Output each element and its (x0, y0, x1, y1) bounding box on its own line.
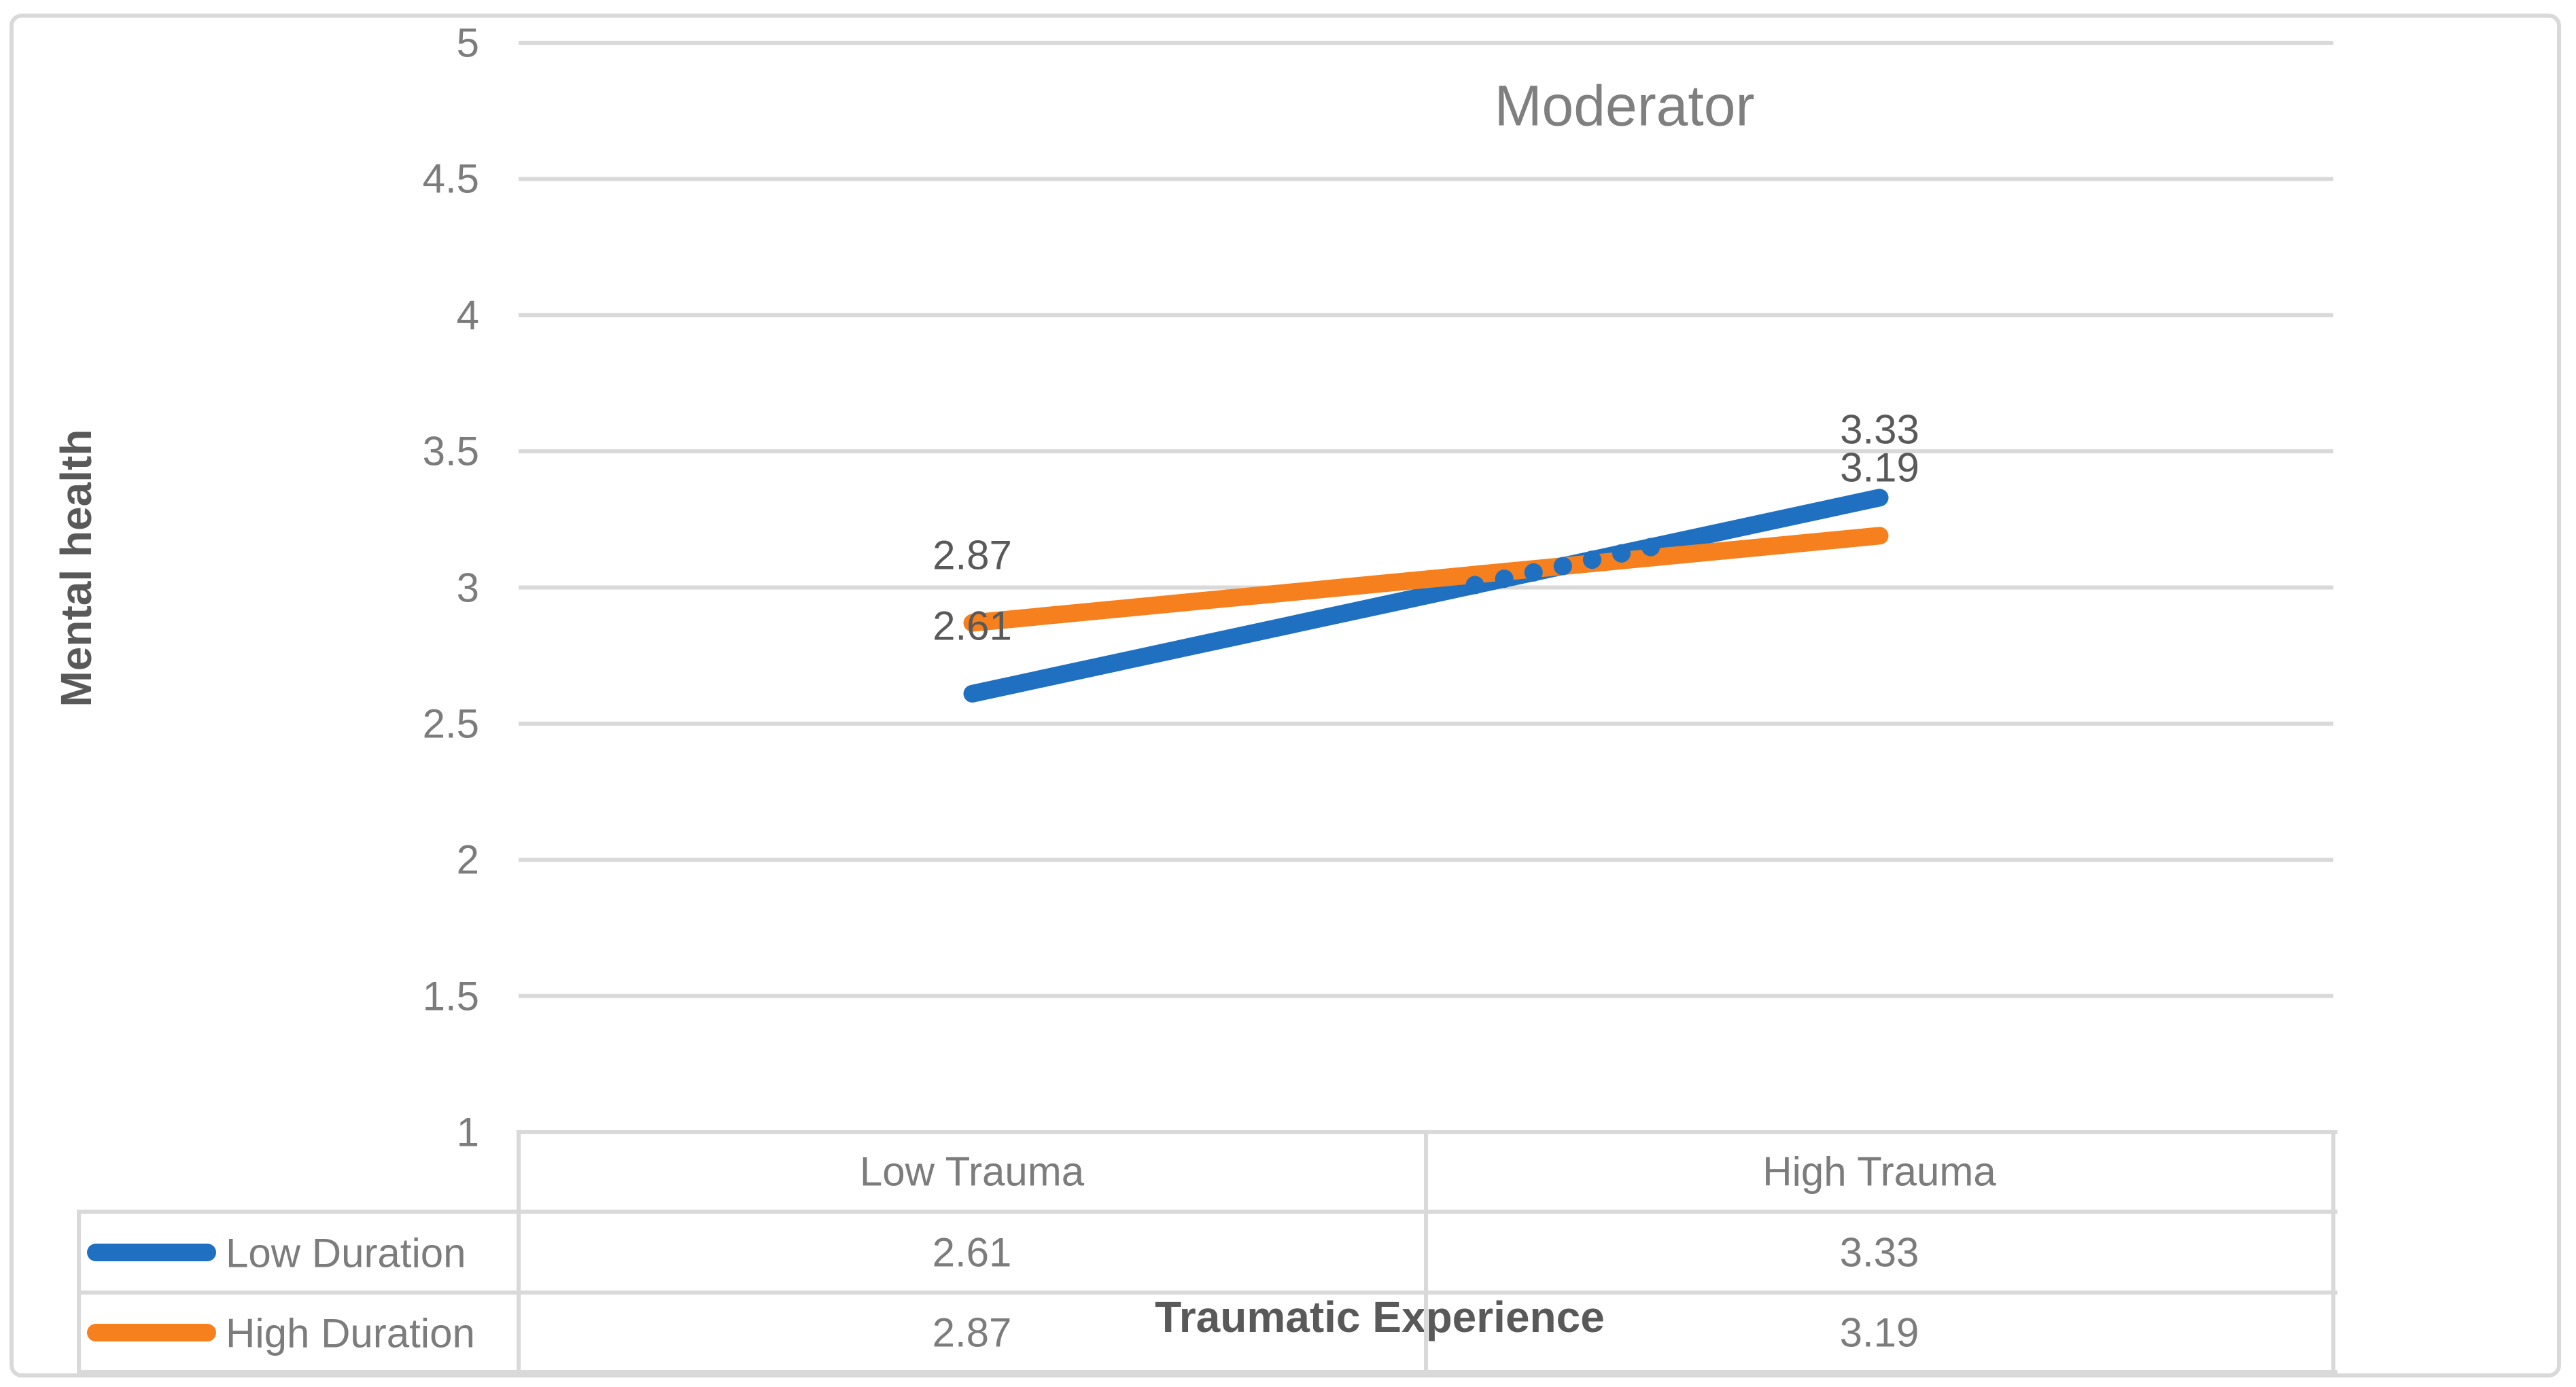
table-border-row2-top (79, 1291, 2337, 1295)
data-label-high-duration-low-trauma: 2.87 (933, 532, 1012, 578)
y-axis-title: Mental health (52, 429, 101, 707)
table-border-legend-left (77, 1210, 81, 1374)
table-cell-low-duration-low-trauma: 2.61 (932, 1229, 1012, 1276)
y-tick-2: 2 (456, 837, 479, 883)
chart-title: Moderator (1494, 73, 1755, 138)
y-tick-2-5: 2.5 (422, 701, 479, 747)
table-border-col1-left (517, 1130, 521, 1374)
series-line-high-duration (963, 527, 1889, 632)
table-cell-high-duration-high-trauma: 3.19 (1839, 1310, 1919, 1356)
y-tick-5: 5 (456, 20, 479, 66)
table-border-row1-top (79, 1210, 2337, 1214)
chart-outer-border (10, 14, 2561, 1377)
data-label-high-duration-high-trauma: 3.19 (1840, 444, 1919, 491)
data-label-low-duration-high-trauma: 3.33 (1840, 406, 1919, 453)
legend-label-low-duration: Low Duration (226, 1230, 466, 1276)
y-tick-3-5: 3.5 (422, 428, 479, 474)
y-tick-3: 3 (456, 565, 479, 610)
table-header-low-trauma: Low Trauma (859, 1148, 1085, 1195)
table-cell-low-duration-high-trauma: 3.33 (1839, 1229, 1919, 1276)
legend-key-high-duration-line (87, 1324, 216, 1341)
table-border-header-top (519, 1130, 2337, 1134)
legend-key-low-duration-line (87, 1244, 216, 1261)
series-line-crossing-dots (1465, 536, 1671, 595)
table-cell-high-duration-low-trauma: 2.87 (932, 1310, 1012, 1356)
data-label-low-duration-low-trauma: 2.61 (933, 603, 1012, 649)
legend-label-high-duration: High Duration (226, 1310, 475, 1356)
table-border-bottom (79, 1370, 2337, 1374)
y-tick-1-5: 1.5 (422, 973, 479, 1019)
x-axis-title: Traumatic Experience (1155, 1293, 1605, 1341)
table-header-high-trauma: High Trauma (1762, 1148, 1996, 1195)
table-border-right (2331, 1130, 2335, 1374)
table-border-col-divider (1424, 1130, 1428, 1374)
y-tick-4-5: 4.5 (422, 156, 479, 202)
y-tick-4: 4 (456, 292, 479, 338)
series-line-low-duration (963, 489, 1889, 703)
y-tick-1: 1 (456, 1109, 479, 1155)
